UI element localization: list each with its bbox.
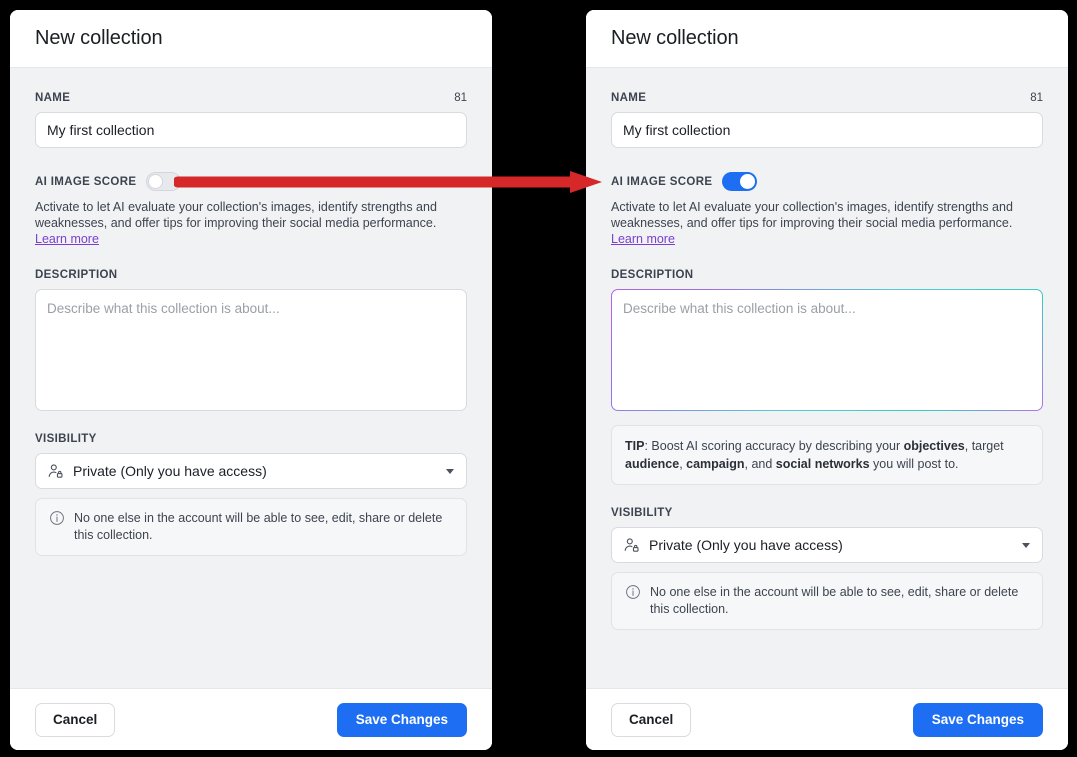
- info-icon: [625, 584, 641, 600]
- visibility-section-after: VISIBILITY Private (Only you have access…: [611, 507, 1043, 630]
- page-title: New collection: [35, 27, 163, 49]
- dialog-header-before: New collection: [10, 10, 492, 68]
- description-section-before: DESCRIPTION Describe what this collectio…: [35, 269, 467, 411]
- dialog-new-collection-before: New collection NAME 81 My first collecti…: [10, 10, 492, 750]
- dialog-new-collection-after: New collection NAME 81 My first collecti…: [586, 10, 1068, 750]
- visibility-label: VISIBILITY: [35, 433, 97, 445]
- description-section-after: DESCRIPTION Describe what this collectio…: [611, 269, 1043, 411]
- visibility-selected-value: Private (Only you have access): [649, 537, 843, 553]
- dialog-footer-before: Cancel Save Changes: [10, 688, 492, 750]
- ai-image-score-help-text: Activate to let AI evaluate your collect…: [611, 200, 1013, 230]
- visibility-info-text: No one else in the account will be able …: [650, 585, 1019, 616]
- dialog-body-after: NAME 81 My first collection AI IMAGE SCO…: [586, 68, 1068, 688]
- dialog-header-after: New collection: [586, 10, 1068, 68]
- cancel-button[interactable]: Cancel: [35, 702, 116, 737]
- ai-image-score-help: Activate to let AI evaluate your collect…: [611, 199, 1023, 247]
- ai-image-score-row: AI IMAGE SCORE: [611, 172, 1043, 191]
- name-label: NAME: [35, 92, 71, 104]
- ai-image-score-toggle[interactable]: [146, 172, 182, 191]
- name-label: NAME: [611, 92, 647, 104]
- description-label: DESCRIPTION: [35, 269, 118, 281]
- description-textarea[interactable]: Describe what this collection is about..…: [35, 289, 467, 411]
- visibility-section-before: VISIBILITY Private (Only you have access…: [35, 433, 467, 556]
- dialog-body-before: NAME 81 My first collection AI IMAGE SCO…: [10, 68, 492, 688]
- description-label-row: DESCRIPTION: [611, 269, 1043, 281]
- person-lock-icon: [47, 463, 64, 480]
- ai-image-score-label: AI IMAGE SCORE: [35, 175, 137, 188]
- save-changes-button[interactable]: Save Changes: [912, 702, 1043, 737]
- ai-image-score-help: Activate to let AI evaluate your collect…: [35, 199, 447, 247]
- description-label: DESCRIPTION: [611, 269, 694, 281]
- visibility-info-box: No one else in the account will be able …: [611, 572, 1043, 630]
- visibility-selected-value: Private (Only you have access): [73, 463, 267, 479]
- ai-tip-text: TIP: Boost AI scoring accuracy by descri…: [625, 439, 1004, 471]
- name-input[interactable]: My first collection: [611, 112, 1043, 148]
- visibility-label-row: VISIBILITY: [611, 507, 1043, 519]
- visibility-select[interactable]: Private (Only you have access): [611, 527, 1043, 563]
- learn-more-link[interactable]: Learn more: [35, 232, 99, 246]
- name-label-row: NAME 81: [611, 92, 1043, 104]
- visibility-info-box: No one else in the account will be able …: [35, 498, 467, 556]
- name-char-count: 81: [454, 92, 467, 104]
- visibility-label: VISIBILITY: [611, 507, 673, 519]
- ai-image-score-help-text: Activate to let AI evaluate your collect…: [35, 200, 437, 230]
- visibility-label-row: VISIBILITY: [35, 433, 467, 445]
- ai-image-score-toggle[interactable]: [722, 172, 758, 191]
- dialog-footer-after: Cancel Save Changes: [586, 688, 1068, 750]
- page-title: New collection: [611, 27, 739, 49]
- ai-image-score-row: AI IMAGE SCORE: [35, 172, 467, 191]
- ai-image-score-label: AI IMAGE SCORE: [611, 175, 713, 188]
- description-label-row: DESCRIPTION: [35, 269, 467, 281]
- info-icon: [49, 510, 65, 526]
- save-changes-button[interactable]: Save Changes: [336, 702, 467, 737]
- toggle-knob: [740, 174, 756, 189]
- name-label-row: NAME 81: [35, 92, 467, 104]
- ai-tip-box: TIP: Boost AI scoring accuracy by descri…: [611, 425, 1043, 485]
- cancel-button[interactable]: Cancel: [611, 702, 692, 737]
- visibility-info-text: No one else in the account will be able …: [74, 511, 443, 542]
- name-char-count: 81: [1030, 92, 1043, 104]
- toggle-knob: [148, 174, 164, 189]
- name-input[interactable]: My first collection: [35, 112, 467, 148]
- chevron-down-icon[interactable]: [1022, 543, 1030, 548]
- description-textarea[interactable]: Describe what this collection is about..…: [611, 289, 1043, 411]
- visibility-select[interactable]: Private (Only you have access): [35, 453, 467, 489]
- person-lock-icon: [623, 537, 640, 554]
- learn-more-link[interactable]: Learn more: [611, 232, 675, 246]
- chevron-down-icon[interactable]: [446, 469, 454, 474]
